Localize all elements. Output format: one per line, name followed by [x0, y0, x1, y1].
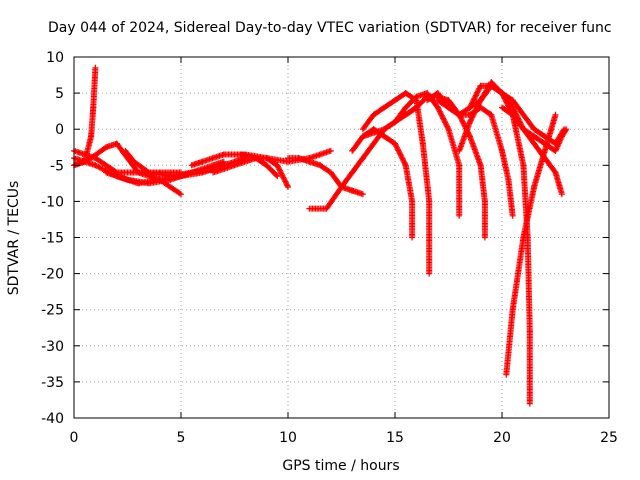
data-point — [475, 86, 482, 93]
data-point — [558, 191, 565, 198]
data-point — [563, 126, 570, 133]
data-point — [359, 191, 366, 198]
data-point — [481, 234, 488, 241]
data-point — [552, 111, 559, 118]
data-point — [562, 127, 569, 134]
data-point — [398, 154, 405, 161]
x-tick-label: 0 — [70, 430, 79, 446]
y-tick-label: -40 — [41, 411, 64, 427]
data-markers — [71, 64, 570, 407]
series-arc-12 — [349, 126, 416, 241]
series-arc-14 — [359, 90, 463, 219]
series-arc-21 — [499, 104, 570, 154]
x-tick-label: 15 — [386, 430, 404, 446]
grid-lines — [74, 57, 609, 418]
data-point — [473, 105, 480, 112]
data-point — [466, 104, 473, 111]
data-point — [438, 112, 445, 119]
data-point — [509, 212, 516, 219]
data-point — [441, 118, 448, 125]
data-point — [468, 114, 475, 121]
x-tick-label: 20 — [493, 430, 511, 446]
data-point — [327, 147, 334, 154]
axis-ticks: 0 5 10 15 20 25 10 5 0 -5 -10 -15 -20 -25 -30 -35 -40 — [41, 50, 618, 446]
y-axis-label: SDTVAR / TECUs — [6, 181, 22, 296]
y-tick-label: 0 — [55, 122, 64, 138]
data-point — [551, 168, 558, 175]
series-arc-09 — [237, 151, 281, 180]
data-point — [426, 270, 433, 277]
y-tick-label: -35 — [41, 375, 64, 391]
data-point — [285, 184, 291, 190]
y-tick-label: -20 — [41, 267, 64, 283]
x-tick-label: 5 — [177, 430, 186, 446]
y-tick-label: -30 — [41, 339, 64, 355]
data-point — [460, 119, 467, 126]
chart-title: Day 044 of 2024, Sidereal Day-to-day VTE… — [48, 20, 612, 36]
data-point — [273, 172, 280, 178]
y-tick-label: 5 — [55, 86, 64, 102]
y-tick-label: 10 — [46, 50, 64, 66]
data-point — [176, 190, 183, 197]
data-point — [456, 212, 463, 219]
x-tick-label: 10 — [279, 430, 297, 446]
data-point — [409, 234, 416, 241]
series-arc-13 — [359, 90, 433, 277]
x-axis-label: GPS time / hours — [282, 458, 399, 474]
y-tick-label: -10 — [41, 194, 64, 210]
y-tick-label: -5 — [50, 158, 64, 174]
y-tick-label: -15 — [41, 231, 64, 247]
y-tick-label: -25 — [41, 303, 64, 319]
x-tick-label: 25 — [600, 430, 618, 446]
data-point — [144, 168, 151, 175]
data-point — [471, 109, 478, 116]
data-point — [274, 173, 281, 180]
data-point — [92, 64, 99, 71]
data-point — [276, 166, 283, 173]
data-point — [503, 99, 510, 106]
data-point — [178, 191, 184, 198]
data-point — [526, 400, 533, 407]
series-arc-20 — [503, 111, 559, 378]
